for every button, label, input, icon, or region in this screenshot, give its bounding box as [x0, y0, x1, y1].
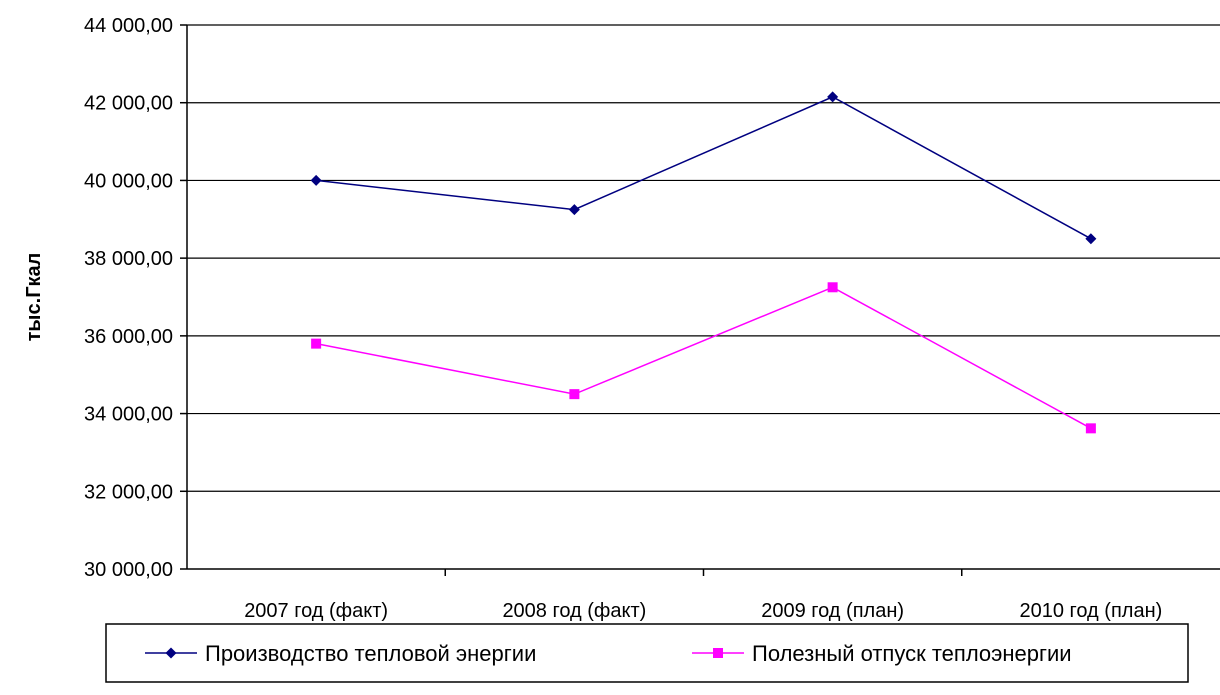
y-tick-label: 44 000,00: [84, 15, 173, 37]
data-point: [1085, 423, 1096, 434]
y-tick-label: 30 000,00: [84, 559, 173, 581]
legend-label: Производство тепловой энергии: [205, 641, 536, 666]
data-point: [569, 389, 580, 400]
series-2: [311, 282, 1096, 434]
series-group: [310, 91, 1097, 434]
y-tick-label: 42 000,00: [84, 93, 173, 115]
y-tick-label: 32 000,00: [84, 481, 173, 503]
data-point: [827, 91, 839, 103]
data-point: [311, 338, 322, 349]
x-axis-ticks: 2007 год (факт) 2008 год (факт) 2009 год (…: [244, 569, 1162, 622]
data-point: [827, 282, 838, 293]
y-axis-ticks: 30 000,00 32 000,00 34 000,00 36 000,00 38 0…: [84, 15, 187, 581]
x-tick-label: 2007 год (факт): [244, 600, 388, 622]
y-tick-label: 38 000,00: [84, 248, 173, 270]
legend-marker: [165, 647, 177, 659]
legend-label: Полезный отпуск теплоэнергии: [752, 641, 1072, 666]
series-1: [310, 91, 1097, 245]
series-line: [315, 286, 1092, 429]
legend: Производство тепловой энергии Полезный от…: [105, 623, 1189, 683]
series-line: [316, 96, 1092, 240]
legend-marker: [713, 648, 723, 658]
y-axis-title: тыс.Гкал: [23, 253, 45, 342]
grid-lines: [187, 24, 1220, 492]
x-tick-label: 2010 год (план): [1019, 600, 1162, 622]
data-point: [1085, 233, 1097, 245]
y-tick-label: 36 000,00: [84, 326, 173, 348]
y-tick-label: 40 000,00: [84, 170, 173, 192]
x-tick-label: 2008 год (факт): [502, 600, 646, 622]
data-point: [310, 174, 322, 186]
legend-box: [105, 623, 1189, 683]
y-tick-label: 34 000,00: [84, 404, 173, 426]
x-tick-label: 2009 год (план): [761, 600, 904, 622]
data-point: [568, 204, 580, 216]
